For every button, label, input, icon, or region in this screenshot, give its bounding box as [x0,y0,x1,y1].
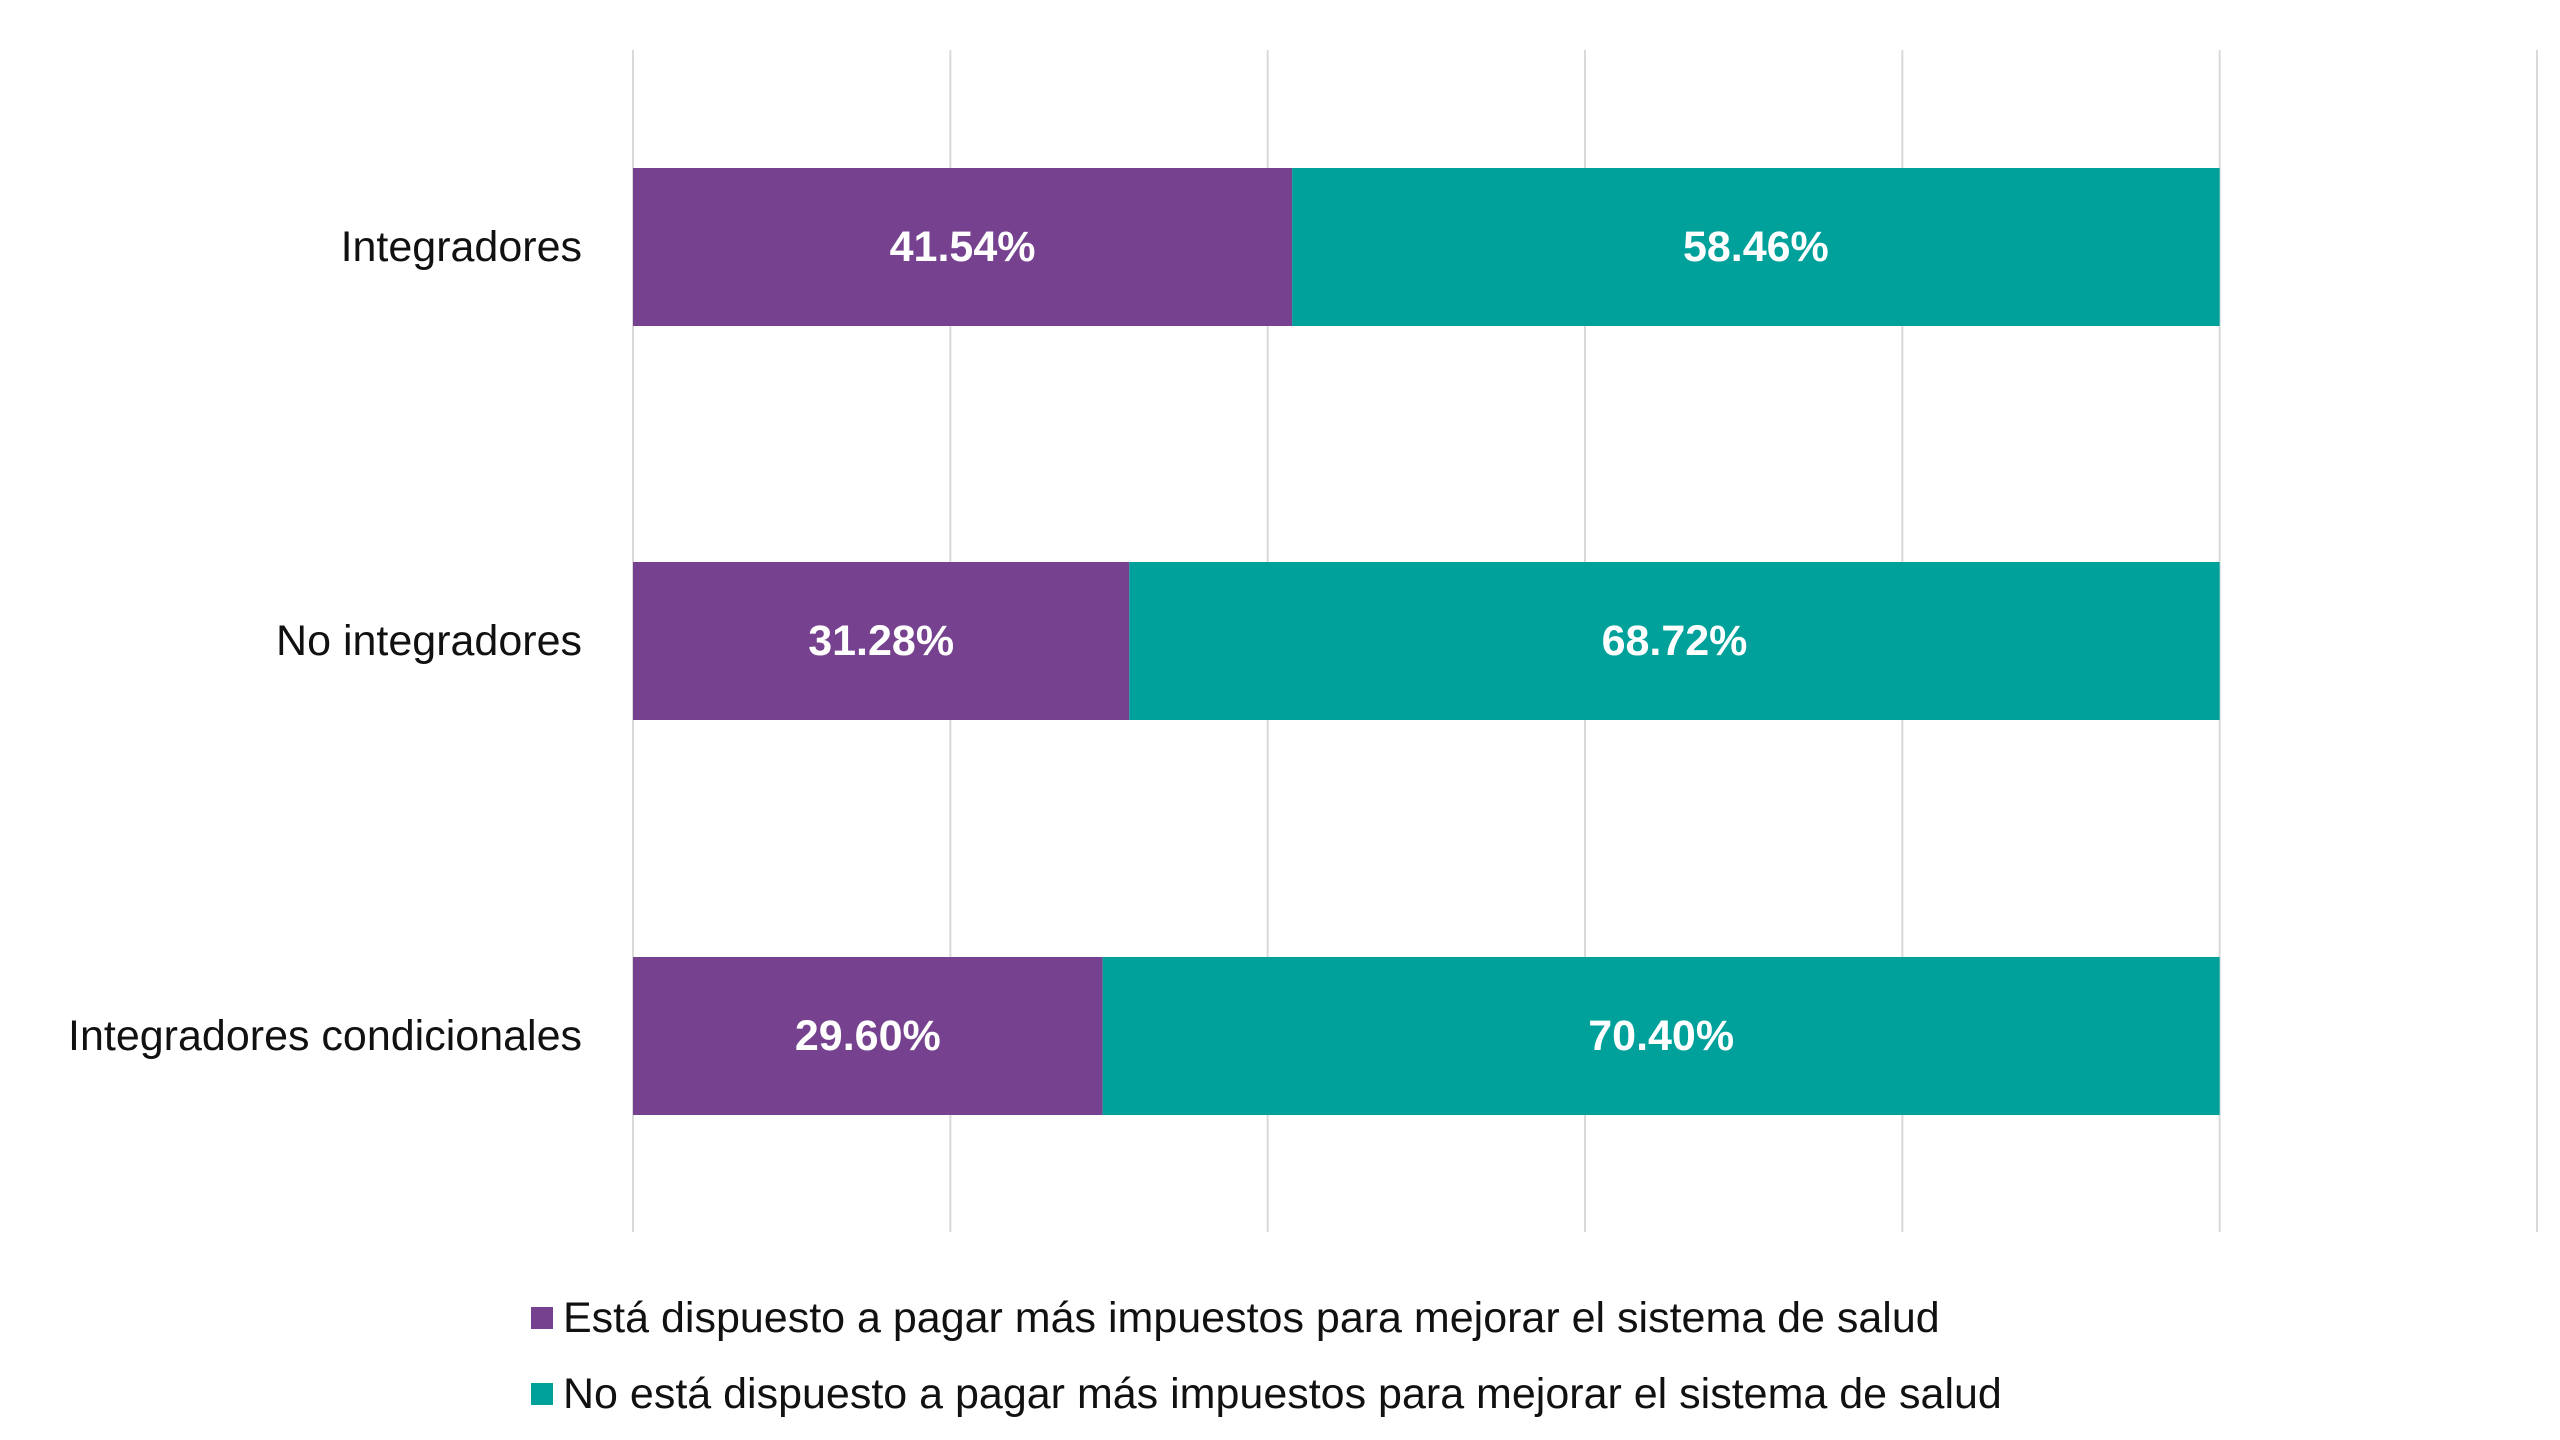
legend-swatch [531,1383,553,1405]
legend-swatch [531,1307,553,1329]
bar-segment [1129,562,2220,720]
data-label: 31.28% [808,617,954,665]
data-label: 70.40% [1588,1012,1734,1060]
category-label: Integradores [341,223,582,271]
data-label: 68.72% [1602,617,1748,665]
legend-label: No está dispuesto a pagar más impuestos … [563,1370,2002,1418]
data-label: 58.46% [1683,223,1829,271]
category-labels: Integradores No integradores Integradores … [68,223,582,1060]
bars: 41.54% 58.46% 31.28% 68.72% 29.60% 70.40% [633,168,2220,1115]
bar-segment [1102,957,2220,1115]
category-label: Integradores condicionales [68,1012,582,1060]
bar-segment [633,957,1103,1115]
data-label: 41.54% [890,223,1036,271]
bar-segment [633,562,1130,720]
legend: Está dispuesto a pagar más impuestos par… [531,1294,2002,1418]
bar-segment [1292,168,2220,326]
bar-segment [633,168,1293,326]
category-label: No integradores [276,617,582,665]
legend-label: Está dispuesto a pagar más impuestos par… [563,1294,1940,1342]
data-label: 29.60% [795,1012,941,1060]
